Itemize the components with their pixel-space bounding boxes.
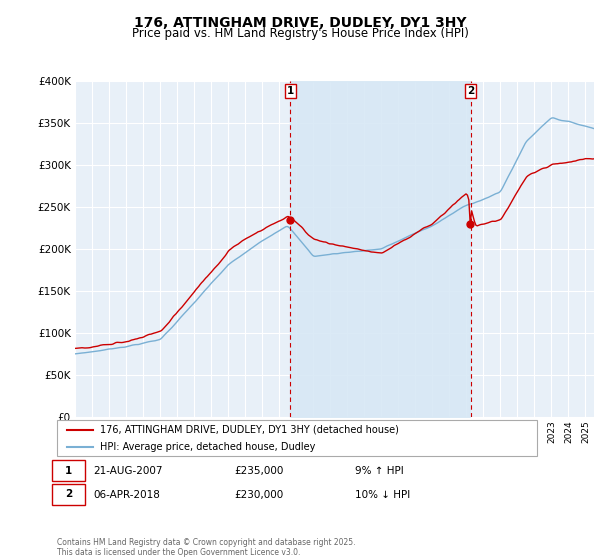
Text: 2: 2 (65, 489, 72, 500)
Text: 06-APR-2018: 06-APR-2018 (93, 490, 160, 500)
Text: £235,000: £235,000 (235, 466, 284, 476)
Text: 10% ↓ HPI: 10% ↓ HPI (355, 490, 410, 500)
Text: 1: 1 (286, 86, 294, 96)
FancyBboxPatch shape (52, 460, 85, 481)
FancyBboxPatch shape (52, 484, 85, 505)
Text: 176, ATTINGHAM DRIVE, DUDLEY, DY1 3HY (detached house): 176, ATTINGHAM DRIVE, DUDLEY, DY1 3HY (d… (100, 425, 399, 435)
Text: Price paid vs. HM Land Registry's House Price Index (HPI): Price paid vs. HM Land Registry's House … (131, 27, 469, 40)
Text: Contains HM Land Registry data © Crown copyright and database right 2025.
This d: Contains HM Land Registry data © Crown c… (57, 538, 355, 557)
Text: 1: 1 (65, 465, 72, 475)
Text: 176, ATTINGHAM DRIVE, DUDLEY, DY1 3HY: 176, ATTINGHAM DRIVE, DUDLEY, DY1 3HY (134, 16, 466, 30)
Text: 2: 2 (467, 86, 475, 96)
Text: 21-AUG-2007: 21-AUG-2007 (93, 466, 163, 476)
Text: HPI: Average price, detached house, Dudley: HPI: Average price, detached house, Dudl… (100, 442, 316, 451)
Text: £230,000: £230,000 (235, 490, 284, 500)
Text: 9% ↑ HPI: 9% ↑ HPI (355, 466, 403, 476)
